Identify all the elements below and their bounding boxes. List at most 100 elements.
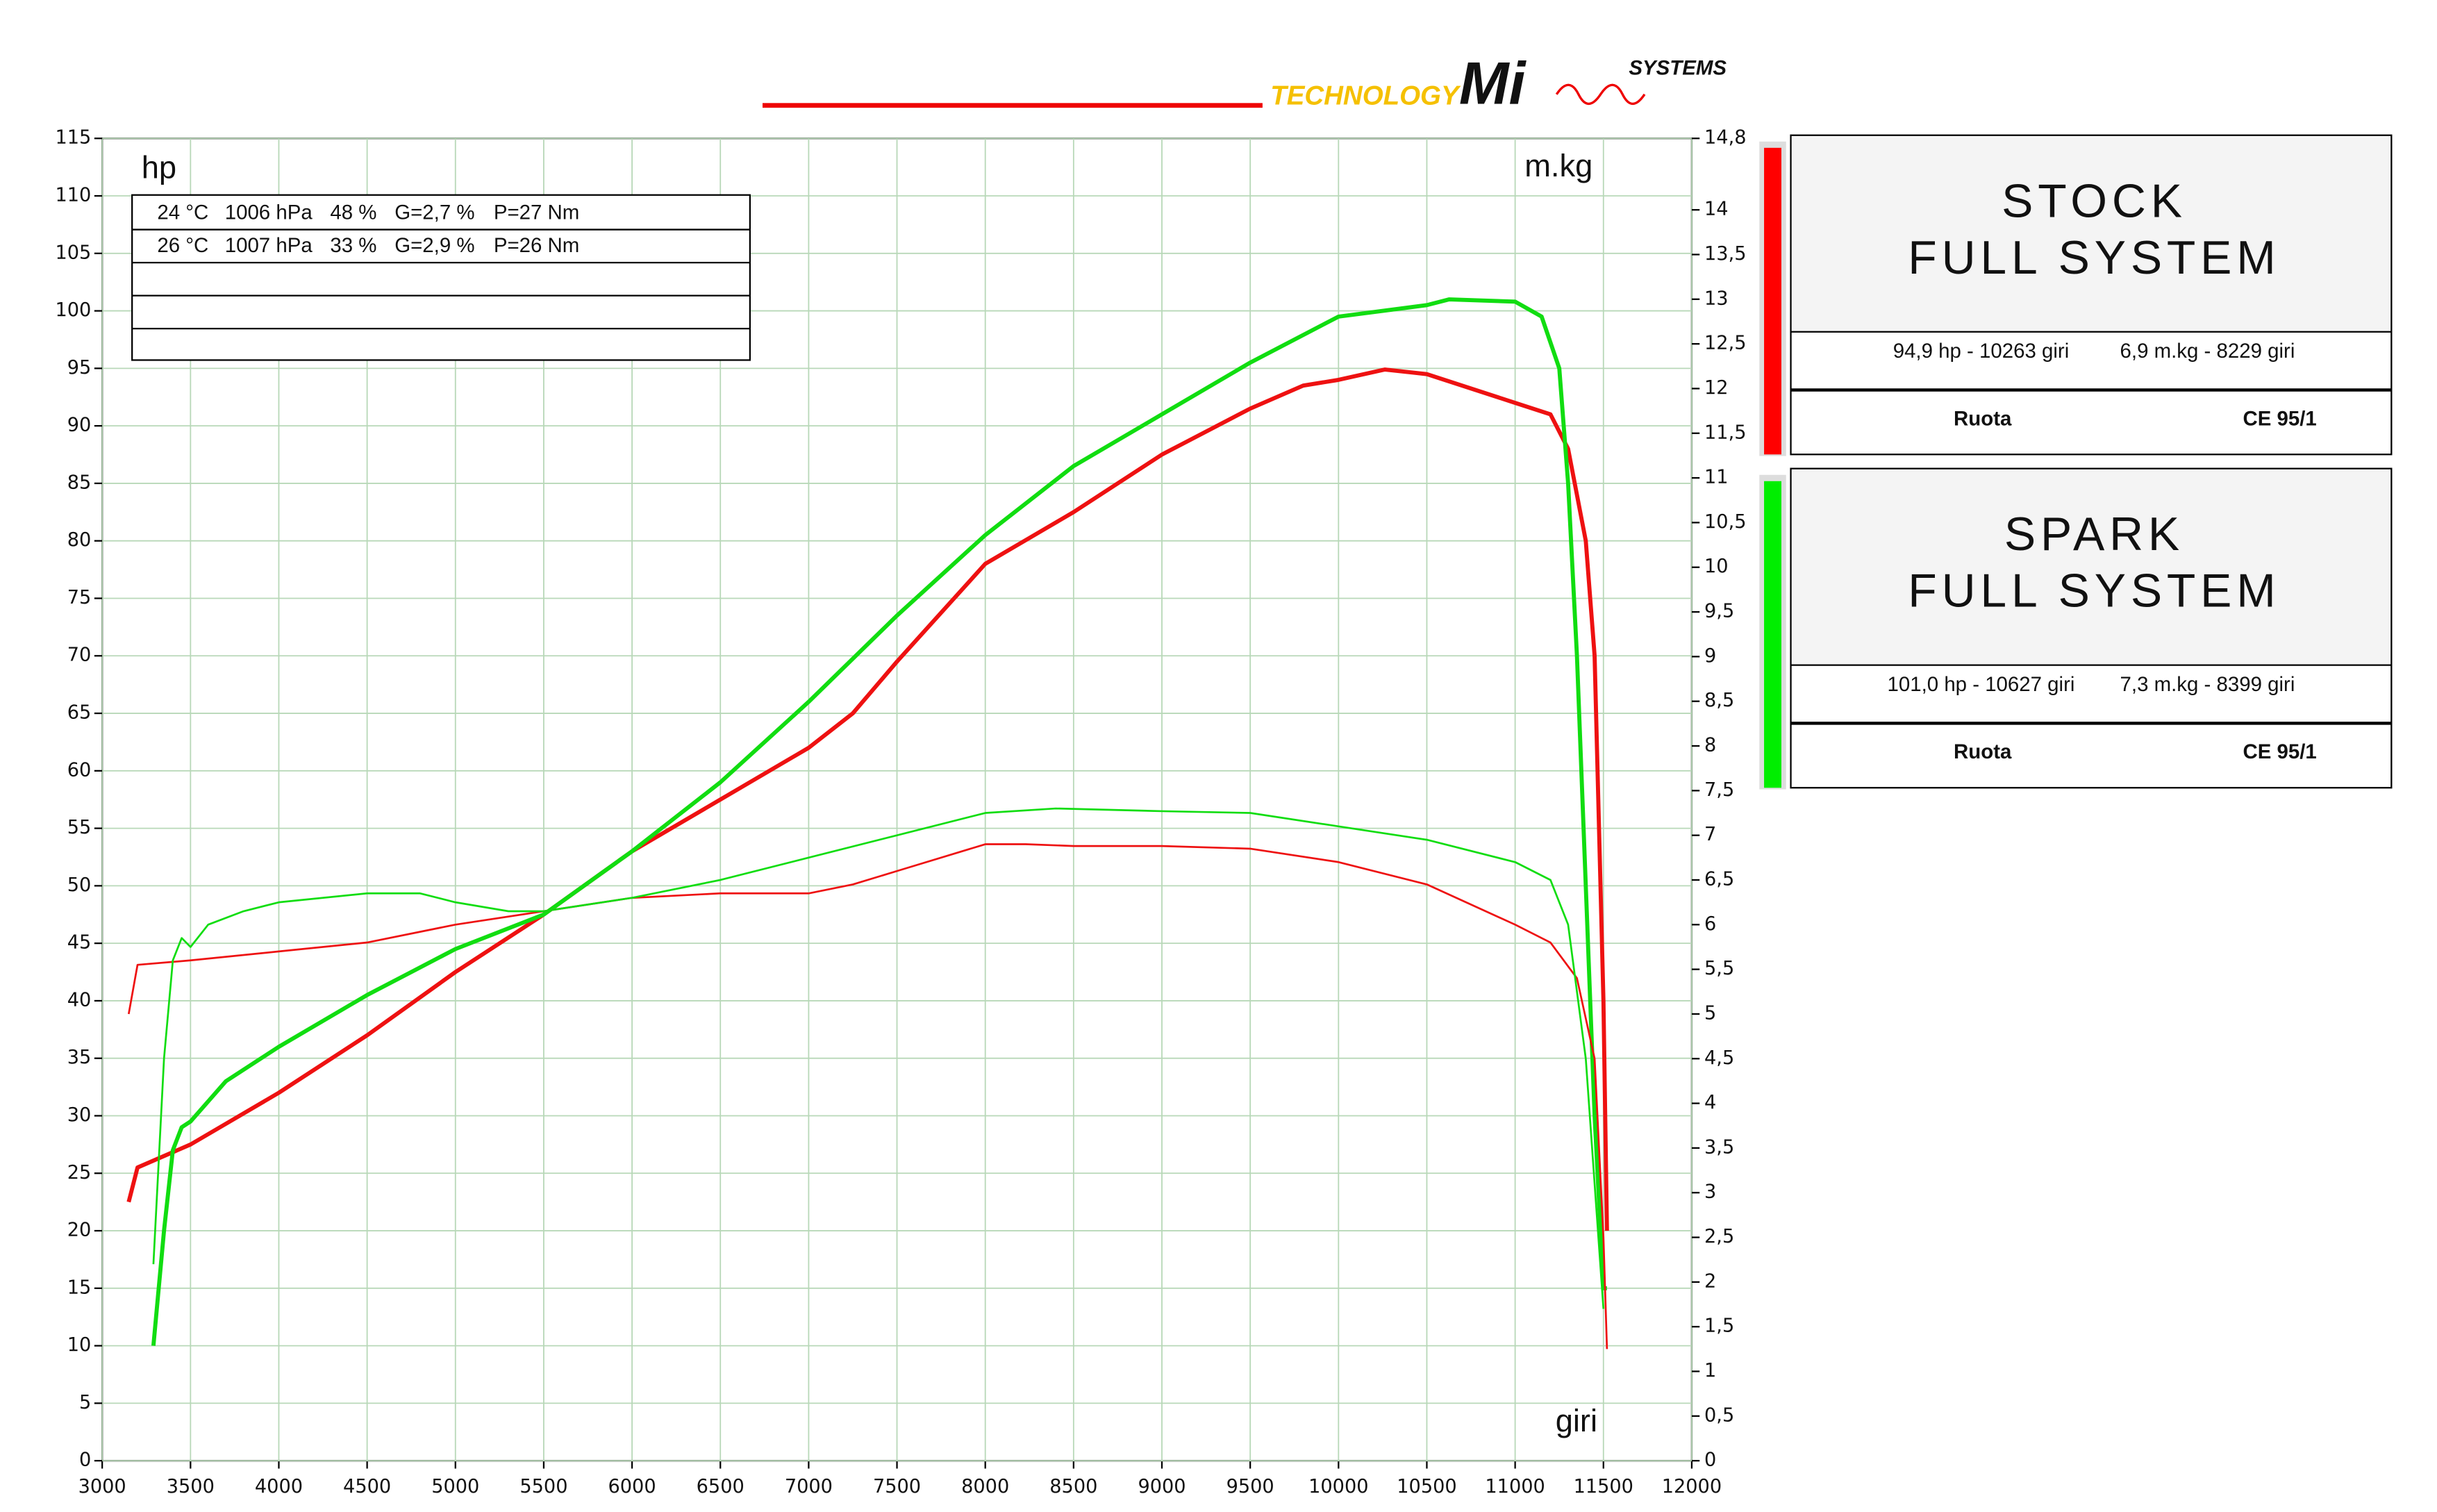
legend-title: SPARK xyxy=(2004,508,2184,560)
y2-tick-label: 12 xyxy=(1704,377,1729,399)
y2-tick-label: 3 xyxy=(1704,1181,1716,1203)
x-tick-label: 3500 xyxy=(167,1476,215,1497)
y2-tick-label: 9,5 xyxy=(1704,601,1734,622)
x-tick-label: 11500 xyxy=(1574,1476,1633,1497)
x-tick-label: 7500 xyxy=(873,1476,921,1497)
y2-tick-label: 12,5 xyxy=(1704,333,1746,354)
logo-text: Mi xyxy=(1459,51,1527,117)
y2-tick-label: 2,5 xyxy=(1704,1226,1734,1247)
legend-stat: 7,3 m.kg - 8399 giri xyxy=(2120,673,2295,696)
y2-tick-label: 14 xyxy=(1704,199,1729,220)
series-line xyxy=(151,297,1607,1346)
y-tick-label: 65 xyxy=(67,702,92,724)
x-tick-label: 5500 xyxy=(519,1476,567,1497)
y2-tick-label: 13 xyxy=(1704,288,1729,309)
y2-tick-label: 10,5 xyxy=(1704,511,1746,533)
y2-tick-label: 14,8 xyxy=(1704,127,1746,149)
y-tick-label: 50 xyxy=(67,874,92,896)
x-tick-label: 6000 xyxy=(608,1476,656,1497)
y2-tick-label: 13,5 xyxy=(1704,243,1746,265)
y2-tick-label: 0,5 xyxy=(1704,1404,1734,1426)
condition-cell: 1007 hPa xyxy=(225,234,313,257)
legend-color-bar xyxy=(1764,481,1781,788)
y-tick-label: 0 xyxy=(79,1449,91,1471)
logo-text: SYSTEMS xyxy=(1629,56,1727,79)
condition-cell: G=2,9 % xyxy=(394,234,474,257)
y-tick-label: 15 xyxy=(67,1277,92,1298)
legend-footer: Ruota xyxy=(1954,740,2012,763)
y-tick-label: 60 xyxy=(67,759,92,781)
legend-footer: Ruota xyxy=(1954,407,2012,430)
y2-tick-label: 10 xyxy=(1704,556,1729,577)
legend-title-area xyxy=(1792,136,2390,332)
condition-cell: 48 % xyxy=(330,201,376,224)
x-tick-label: 8500 xyxy=(1049,1476,1097,1497)
series-line xyxy=(127,843,1608,1349)
legend-title-area xyxy=(1792,470,2390,665)
y-tick-label: 100 xyxy=(55,299,91,321)
y2-tick-label: 4 xyxy=(1704,1092,1716,1113)
y2-tick-label: 2 xyxy=(1704,1270,1716,1292)
legend-stat: 94,9 hp - 10263 giri xyxy=(1893,340,2070,363)
y2-tick-label: 9 xyxy=(1704,645,1716,667)
y-tick-label: 30 xyxy=(67,1104,92,1126)
legend-color-bar xyxy=(1764,147,1781,455)
y2-tick-label: 1,5 xyxy=(1704,1315,1734,1337)
condition-cell: 1006 hPa xyxy=(225,201,313,224)
x-tick-label: 9000 xyxy=(1138,1476,1186,1497)
x-axis-label: giri xyxy=(1556,1403,1597,1438)
y2-tick-label: 8 xyxy=(1704,735,1716,756)
y-tick-label: 10 xyxy=(67,1334,92,1356)
x-tick-label: 8000 xyxy=(961,1476,1009,1497)
y-tick-label: 5 xyxy=(79,1392,91,1413)
x-tick-label: 12000 xyxy=(1662,1476,1722,1497)
y-tick-label: 75 xyxy=(67,587,92,608)
legend-stat: 101,0 hp - 10627 giri xyxy=(1888,673,2075,696)
logo-text: TECHNOLOGY xyxy=(1270,81,1461,111)
series-line xyxy=(152,807,1605,1309)
y2-tick-label: 3,5 xyxy=(1704,1136,1734,1158)
condition-cell: G=2,7 % xyxy=(394,201,474,224)
x-tick-label: 9500 xyxy=(1226,1476,1274,1497)
condition-cell: 24 °C xyxy=(157,201,208,224)
y2-tick-label: 4,5 xyxy=(1704,1047,1734,1069)
x-tick-label: 5000 xyxy=(431,1476,479,1497)
table-frame xyxy=(131,194,751,361)
condition-cell: P=26 Nm xyxy=(494,234,579,257)
legend-title: FULL SYSTEM xyxy=(1908,565,2280,617)
y2-tick-label: 0 xyxy=(1704,1449,1716,1471)
y2-tick-label: 8,5 xyxy=(1704,690,1734,711)
condition-cell: 26 °C xyxy=(157,234,208,257)
legend-footer: CE 95/1 xyxy=(2243,407,2316,430)
y2-axis-label: m.kg xyxy=(1524,148,1592,183)
x-tick-label: 10500 xyxy=(1397,1476,1456,1497)
y-tick-label: 25 xyxy=(67,1162,92,1183)
y-tick-label: 40 xyxy=(67,989,92,1011)
y2-tick-label: 5 xyxy=(1704,1002,1716,1024)
y2-tick-label: 7,5 xyxy=(1704,779,1734,801)
y2-tick-label: 1 xyxy=(1704,1360,1716,1381)
y2-tick-label: 7 xyxy=(1704,824,1716,845)
y-tick-label: 115 xyxy=(55,127,91,149)
y-tick-label: 90 xyxy=(67,415,92,436)
y-tick-label: 80 xyxy=(67,529,92,551)
legend-title: STOCK xyxy=(2002,175,2187,227)
legend-footer: CE 95/1 xyxy=(2243,740,2316,763)
legend-stat: 6,9 m.kg - 8229 giri xyxy=(2120,340,2295,363)
y2-tick-label: 6 xyxy=(1704,913,1716,935)
logo-wave xyxy=(1555,83,1646,106)
y-tick-label: 55 xyxy=(67,817,92,838)
conditions-table xyxy=(131,194,751,361)
y-tick-label: 110 xyxy=(55,185,91,206)
y2-tick-label: 6,5 xyxy=(1704,868,1734,890)
y-tick-label: 20 xyxy=(67,1220,92,1241)
series-line xyxy=(126,367,1609,1231)
y-tick-label: 45 xyxy=(67,932,92,954)
legend-title: FULL SYSTEM xyxy=(1908,232,2280,284)
x-tick-label: 10000 xyxy=(1308,1476,1368,1497)
x-tick-label: 3000 xyxy=(78,1476,126,1497)
x-tick-label: 11000 xyxy=(1485,1476,1545,1497)
y-tick-label: 105 xyxy=(55,242,91,263)
